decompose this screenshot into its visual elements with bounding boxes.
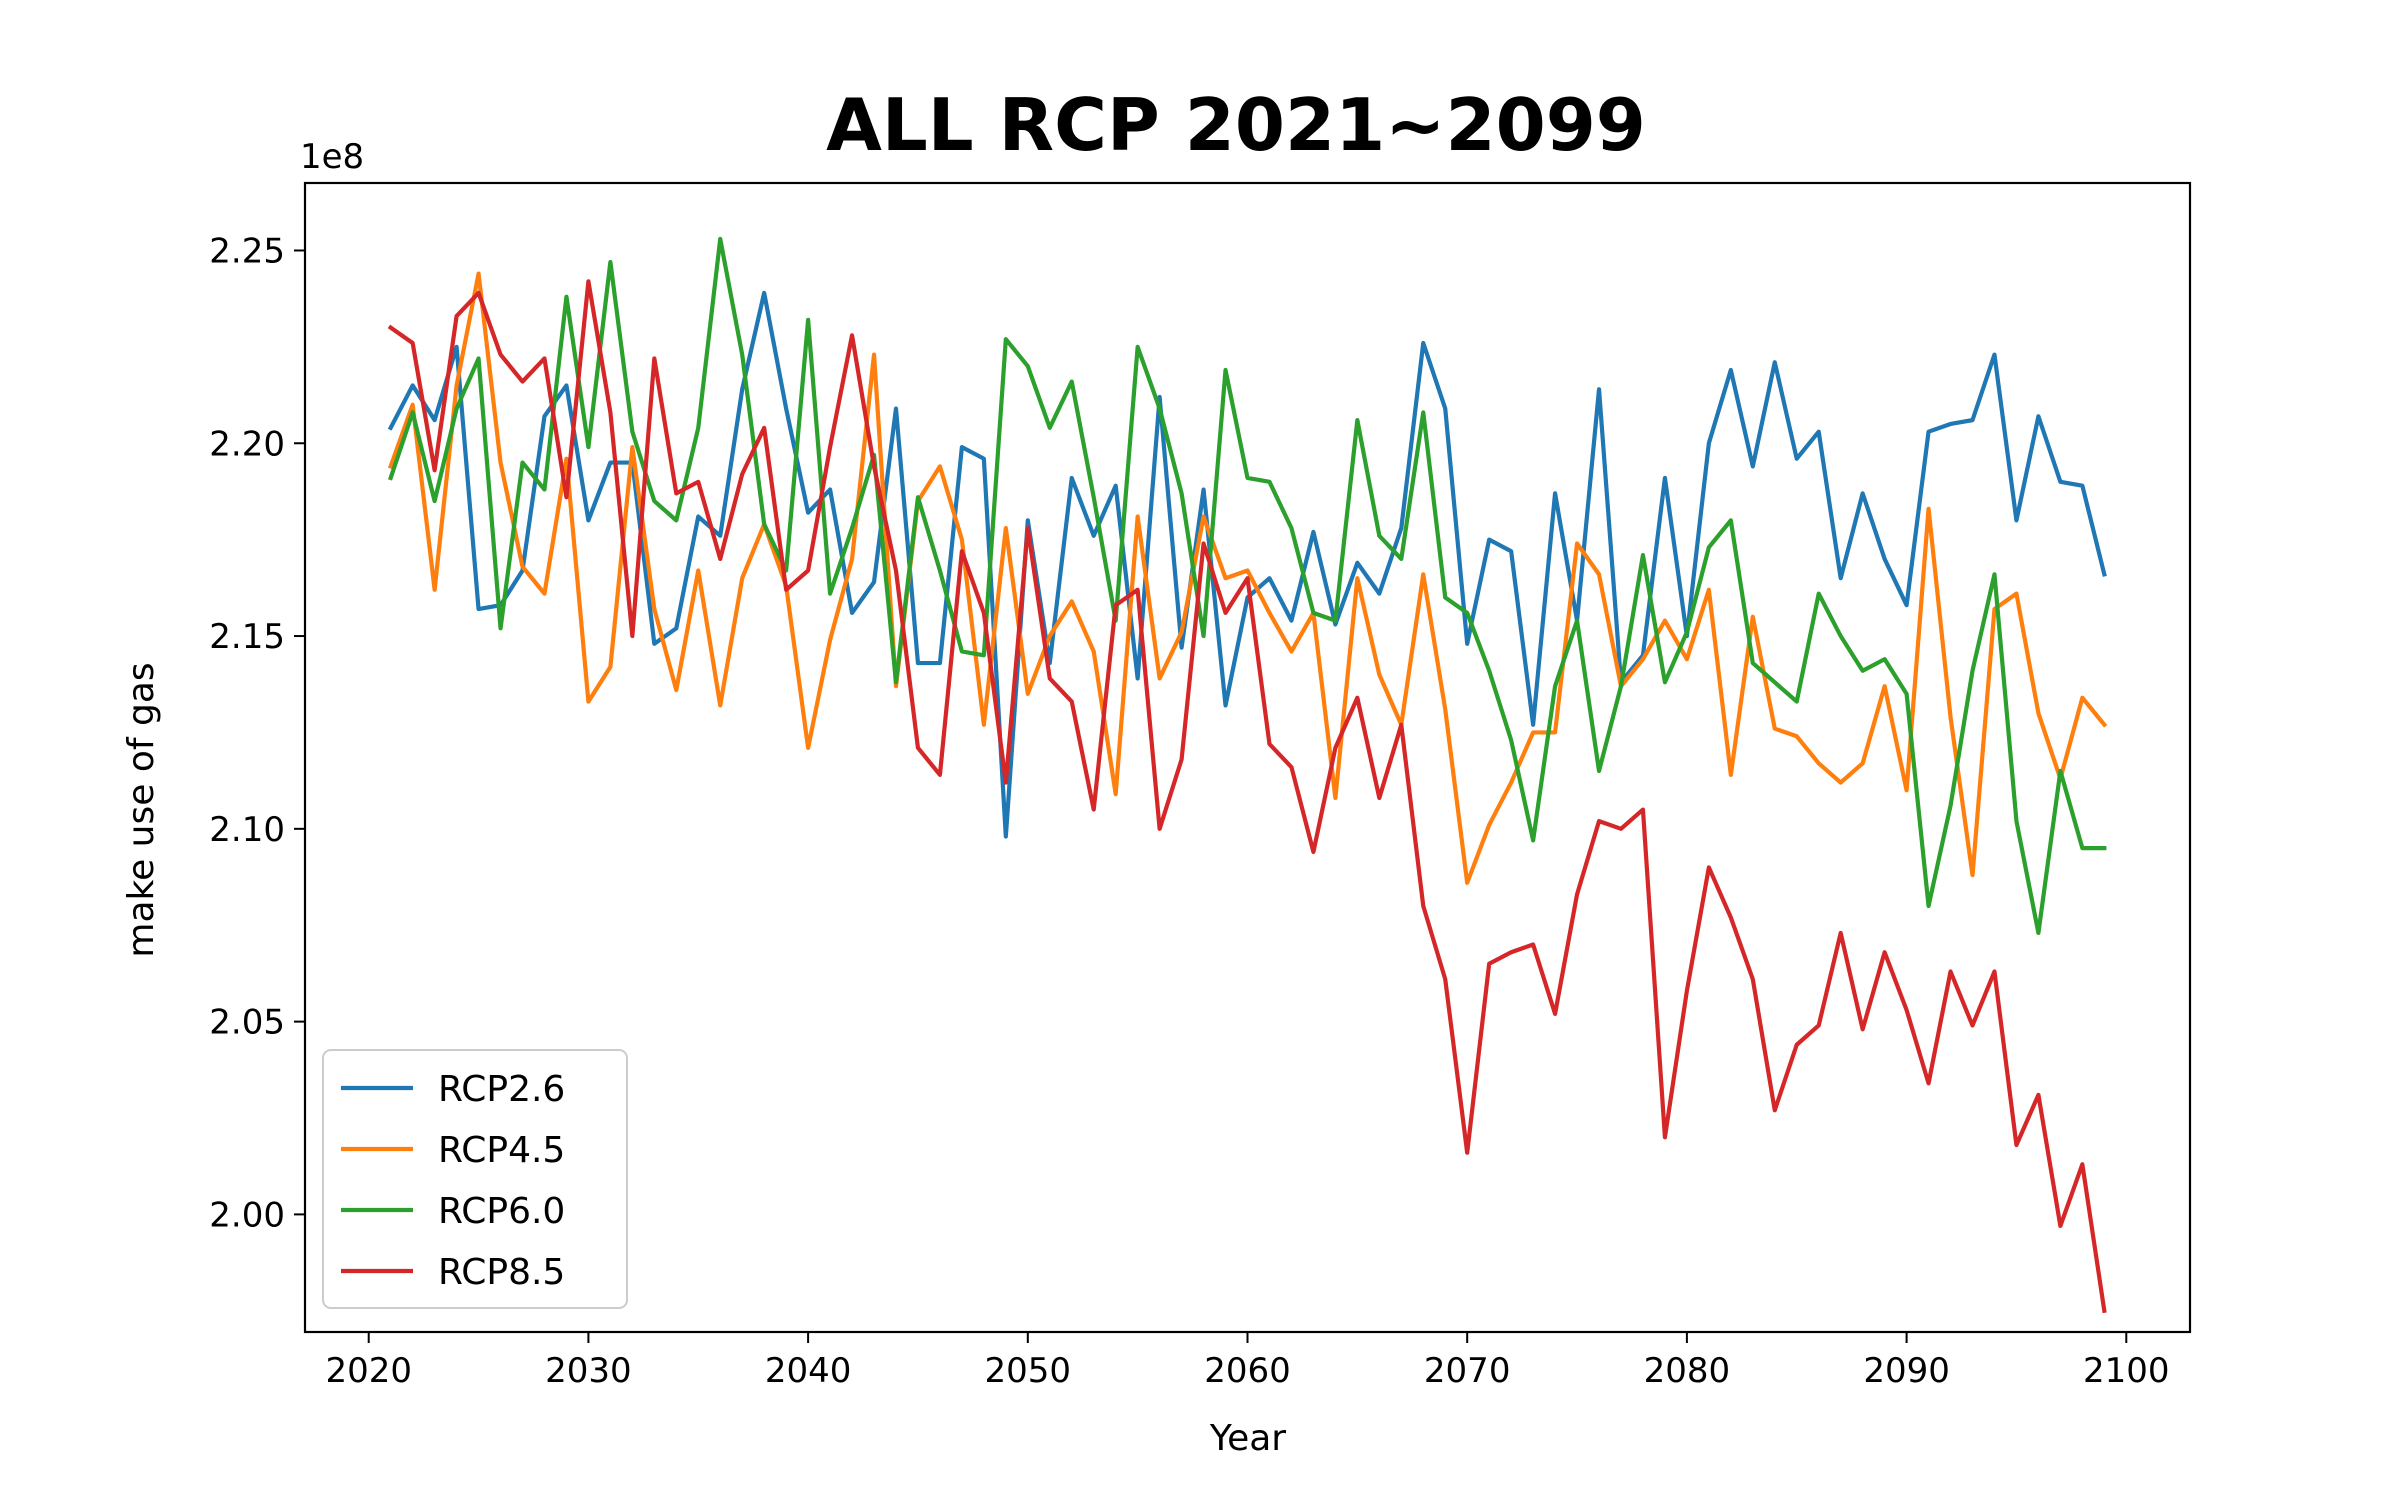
series-line-rcp8-5 [387, 279, 2107, 1314]
y-tick-label: 2.20 [209, 424, 285, 464]
legend-label: RCP4.5 [438, 1130, 565, 1171]
chart-title: ALL RCP 2021~2099 [826, 83, 1646, 167]
x-tick-label: 2100 [2083, 1351, 2170, 1391]
y-tick-label: 2.00 [209, 1195, 285, 1235]
x-axis-title: Year [1209, 1418, 1286, 1459]
plot-area: 2020 2030 2040 2050 2060 2070 2080 2090 2100 2.00… [209, 181, 2192, 1391]
x-tick-label: 2060 [1204, 1351, 1291, 1391]
x-tick-label: 2090 [1863, 1351, 1950, 1391]
series-line-rcp2-6 [387, 290, 2107, 839]
x-tick-label: 2040 [765, 1351, 852, 1391]
legend-label: RCP8.5 [438, 1252, 565, 1293]
y-tick-label: 2.10 [209, 810, 285, 850]
x-tick-label: 2070 [1424, 1351, 1511, 1391]
legend-label: RCP6.0 [438, 1191, 565, 1232]
legend: RCP2.6 RCP4.5 RCP6.0 RCP8.5 [322, 1049, 628, 1309]
legend-label: RCP2.6 [438, 1069, 565, 1110]
x-tick-label: 2080 [1644, 1351, 1731, 1391]
x-tick-label: 2030 [545, 1351, 632, 1391]
y-axis-title: make use of gas [121, 662, 162, 957]
series-line-rcp4-5 [387, 271, 2108, 885]
legend-box [322, 1049, 628, 1309]
x-tick-label: 2050 [985, 1351, 1072, 1391]
y-tick-label: 2.05 [209, 1003, 285, 1043]
y-tick-label: 2.15 [209, 617, 285, 657]
y-tick-label: 2.25 [209, 231, 285, 271]
series-line-rcp6-0 [388, 236, 2107, 936]
x-tick-label: 2020 [325, 1351, 412, 1391]
y-offset-label: 1e8 [300, 137, 364, 177]
